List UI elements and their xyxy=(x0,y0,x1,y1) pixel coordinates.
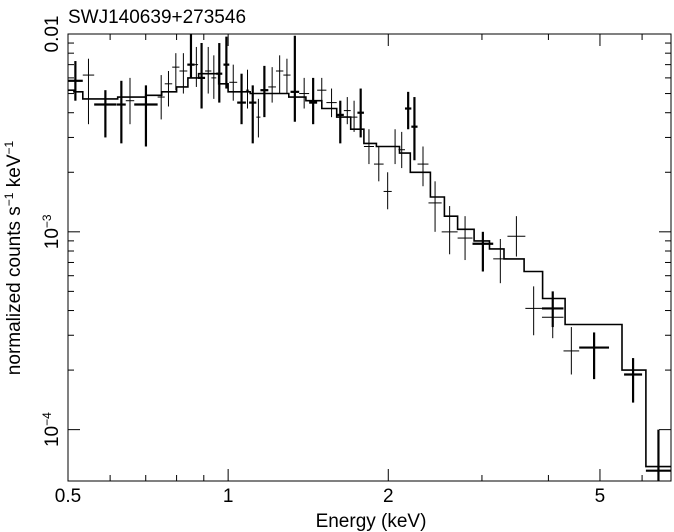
model-histogram xyxy=(68,72,671,468)
data-point xyxy=(404,91,412,130)
data-point xyxy=(116,80,126,144)
x-tick-label: 0.5 xyxy=(55,486,81,507)
data-point xyxy=(211,55,217,99)
data-point xyxy=(326,88,337,118)
data-point xyxy=(187,34,195,78)
data-point xyxy=(68,61,83,101)
data-point xyxy=(229,64,238,101)
data-point xyxy=(157,75,165,120)
data-point xyxy=(194,46,199,87)
data-point xyxy=(493,238,508,284)
data-point xyxy=(249,85,257,144)
data-point xyxy=(179,53,188,94)
data-point xyxy=(383,172,392,210)
data-point xyxy=(275,55,284,94)
x-tick-label: 2 xyxy=(383,486,394,507)
data-point xyxy=(645,429,671,481)
data-point xyxy=(205,46,212,94)
data-point xyxy=(283,58,291,94)
data-point xyxy=(507,216,526,257)
data-point xyxy=(336,100,344,144)
data-point xyxy=(563,327,580,375)
data-point xyxy=(172,53,180,91)
data-point xyxy=(198,43,206,109)
y-axis-label-exp1: −1 xyxy=(2,192,16,206)
data-point xyxy=(457,216,473,261)
y-tick-label: 10−3 xyxy=(40,214,63,249)
data-point xyxy=(541,294,564,339)
y-axis-label-mid: keV xyxy=(4,154,25,192)
y-tick-label: 10−4 xyxy=(40,412,63,447)
y-axis-label: normalized counts s−1 keV−1 xyxy=(2,140,25,375)
data-point xyxy=(134,85,158,147)
data-point xyxy=(417,146,429,187)
data-point xyxy=(350,100,358,132)
data-point xyxy=(411,97,418,161)
data-point xyxy=(317,77,327,107)
data-point xyxy=(237,73,246,125)
data-point xyxy=(94,90,117,138)
y-tick-label-exp: −3 xyxy=(40,214,54,228)
data-point xyxy=(290,35,300,122)
data-point xyxy=(363,129,374,165)
x-axis-label: Energy (keV) xyxy=(316,511,427,532)
y-tick-label-base: 10 xyxy=(42,228,63,249)
data-point xyxy=(309,77,318,125)
data-point xyxy=(391,129,399,165)
y-axis-label-text: normalized counts s xyxy=(4,206,25,375)
data-points xyxy=(68,34,671,481)
data-point xyxy=(125,77,135,125)
x-tick-label: 5 xyxy=(595,486,606,507)
data-point xyxy=(223,36,230,89)
data-point xyxy=(357,88,364,138)
data-point xyxy=(216,43,223,103)
data-point xyxy=(82,58,95,125)
data-point xyxy=(343,97,351,125)
y-tick-label: 0.01 xyxy=(42,16,63,53)
y-tick-label-base: 10 xyxy=(42,426,63,447)
x-tick-label: 1 xyxy=(223,486,234,507)
model-step-line xyxy=(68,72,671,468)
chart-title: SWJ140639+273546 xyxy=(68,7,246,28)
y-tick-label-exp: −4 xyxy=(40,412,54,426)
data-point xyxy=(428,181,442,232)
data-point xyxy=(398,131,405,169)
data-point xyxy=(299,77,310,109)
data-point xyxy=(472,231,494,272)
data-point xyxy=(525,286,542,336)
data-point xyxy=(164,71,173,107)
data-point xyxy=(245,69,250,109)
plot-frame xyxy=(67,33,672,482)
data-point xyxy=(268,67,276,103)
data-point xyxy=(441,206,458,255)
data-point xyxy=(579,332,610,380)
data-point xyxy=(624,358,643,403)
data-point xyxy=(373,146,384,182)
x-axis-ticks: 0.5 1 2 5 xyxy=(55,34,643,507)
data-point xyxy=(260,65,269,118)
data-point xyxy=(256,98,261,138)
y-axis-label-exp2: −1 xyxy=(2,140,16,154)
